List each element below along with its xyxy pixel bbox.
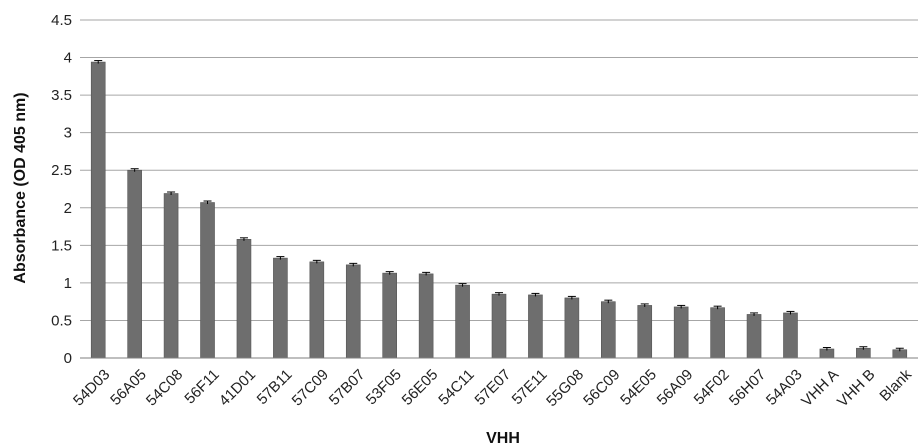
bar-54e05 xyxy=(637,305,653,359)
x-tick-label: 56E05 xyxy=(399,366,442,409)
y-tick-label: 4.5 xyxy=(51,12,72,29)
y-tick-label: 2.5 xyxy=(51,162,72,179)
x-tick-label: 56A05 xyxy=(107,366,150,409)
bar-56c09 xyxy=(601,301,616,359)
x-tick-label: 57C09 xyxy=(289,366,332,409)
y-tick-label: 1.5 xyxy=(51,237,72,254)
x-tick-label: 54C08 xyxy=(143,366,186,409)
x-tick-labels: 54D0356A0554C0856F1141D0157B1157C0957B07… xyxy=(70,366,915,411)
x-tick-label: 57B07 xyxy=(326,366,369,409)
x-tick-label: 41D01 xyxy=(216,366,259,409)
bar-54c08 xyxy=(163,193,179,359)
gridlines xyxy=(80,19,918,321)
bar-54d03 xyxy=(90,61,106,359)
x-tick-label: 53F05 xyxy=(363,366,405,408)
y-tick-label: 4 xyxy=(64,50,72,67)
bar-53f05 xyxy=(382,272,397,359)
x-tick-label: 57B11 xyxy=(254,366,296,408)
y-tick-label: 3 xyxy=(64,125,72,142)
y-tick-label: 0 xyxy=(64,350,72,367)
x-tick-label: 56F11 xyxy=(181,366,222,407)
bar-56a05 xyxy=(127,169,142,359)
x-tick-label: 56A09 xyxy=(654,366,697,409)
x-tick-label: 54E05 xyxy=(617,366,660,409)
bar-57e07 xyxy=(491,293,507,359)
bar-55g08 xyxy=(564,297,580,359)
y-tick-label: 2 xyxy=(64,200,72,217)
error-bars xyxy=(94,60,904,352)
y-axis-title: Absorbance (OD 405 nm) xyxy=(12,92,29,283)
y-tick-label: 1 xyxy=(64,275,72,292)
bar-54f02 xyxy=(710,307,725,359)
y-tick-label: 0.5 xyxy=(51,312,72,329)
bar-56a09 xyxy=(673,306,689,359)
x-tick-label: Blank xyxy=(876,366,915,405)
x-tick-label: 54D03 xyxy=(70,366,113,409)
bar-54a03 xyxy=(783,312,798,359)
bar-56f11 xyxy=(200,202,215,359)
x-tick-label: 54A03 xyxy=(763,366,806,409)
x-tick-label: VHH B xyxy=(834,366,878,410)
bar-57b07 xyxy=(345,264,361,359)
bar-57c09 xyxy=(309,261,325,359)
x-tick-label: 54F02 xyxy=(691,366,733,408)
bar-57b11 xyxy=(273,257,288,359)
y-tick-label: 3.5 xyxy=(51,87,72,104)
bar-57e11 xyxy=(528,294,543,359)
x-tick-label: 56C09 xyxy=(580,366,623,409)
bar-41d01 xyxy=(236,239,252,359)
x-tick-label: 56H07 xyxy=(726,366,769,409)
y-tick-labels: 0 0.5 1 1.5 2 2.5 3 3.5 4 4.5 xyxy=(51,12,72,367)
x-tick-label: 54C11 xyxy=(435,366,477,408)
bar-56h07 xyxy=(746,314,762,359)
x-axis-title: VHH xyxy=(486,430,520,446)
x-tick-label: 57E11 xyxy=(509,366,551,408)
x-tick-label: 57E07 xyxy=(471,366,514,409)
bar-54c11 xyxy=(455,284,470,359)
bar-56e05 xyxy=(418,273,434,359)
bars xyxy=(90,61,908,359)
x-tick-label: 55G08 xyxy=(543,366,587,410)
x-tick-label: VHH A xyxy=(798,366,842,410)
